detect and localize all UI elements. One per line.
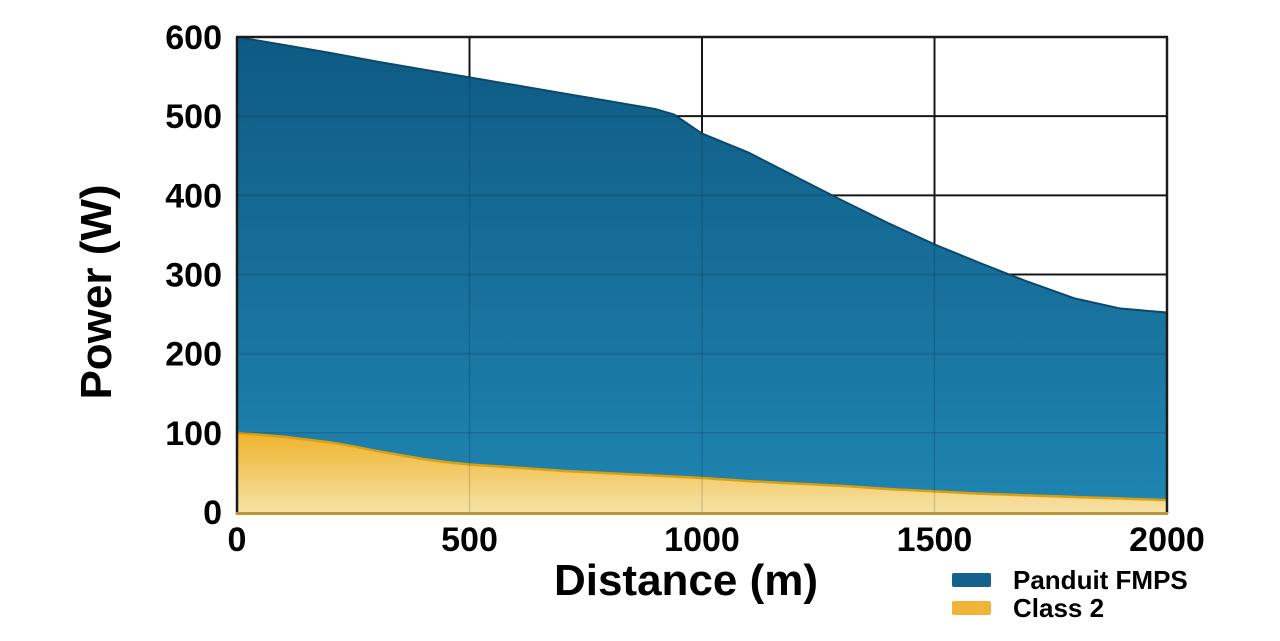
x-axis-label: Distance (m) [553, 556, 819, 605]
legend: Panduit FMPS Class 2 [952, 566, 1188, 622]
x-tick-label: 1000 [664, 521, 740, 559]
legend-label: Panduit FMPS [1013, 565, 1188, 595]
legend-label: Class 2 [1013, 593, 1105, 623]
y-tick-label: 500 [165, 98, 222, 136]
x-tick-label: 0 [228, 521, 247, 559]
legend-item: Panduit FMPS [952, 566, 1188, 594]
y-tick-label: 600 [165, 19, 222, 57]
legend-swatch-panduit-fmps [952, 573, 991, 587]
y-tick-label: 200 [165, 336, 222, 374]
y-tick-label: 0 [203, 494, 222, 532]
legend-item: Class 2 [952, 594, 1188, 622]
legend-swatch-class-2 [952, 601, 991, 615]
x-tick-label: 1500 [897, 521, 973, 559]
area-series-panduit-fmps [237, 37, 1167, 512]
area-edge-panduit-fmps [236, 36, 1168, 314]
y-tick-label: 100 [165, 415, 222, 453]
area-edge-class-2 [236, 431, 1168, 502]
x-tick-label: 500 [441, 521, 498, 559]
x-tick-label: 2000 [1129, 521, 1205, 559]
y-axis-label: Power (W) [72, 184, 121, 400]
y-tick-label: 400 [165, 177, 222, 215]
y-tick-label: 300 [165, 257, 222, 295]
